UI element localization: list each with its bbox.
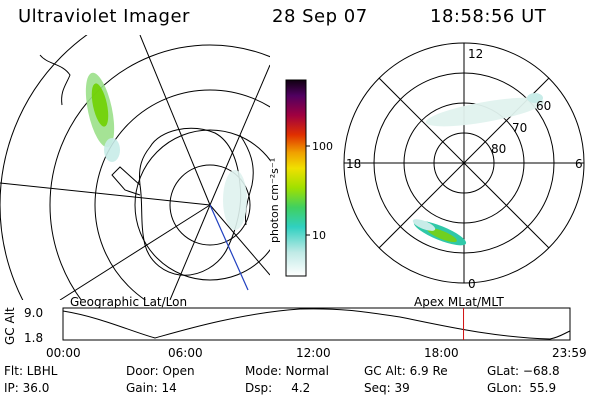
- mode-label: Mode: Normal: [245, 364, 329, 378]
- satellite-track: [209, 204, 249, 291]
- apex-caption: Apex MLat/MLT: [414, 295, 504, 309]
- time-label: 18:58:56 UT: [430, 6, 547, 27]
- orbit-ytick-low: 1.8: [24, 331, 43, 345]
- colorbar-tick-100: 100: [312, 140, 333, 153]
- orbit-xtick-2359: 23:59: [552, 346, 587, 360]
- mlt-label-6: 6: [575, 157, 583, 171]
- imager-title: Ultraviolet Imager: [18, 6, 190, 27]
- mlt-label-0: 0: [468, 277, 476, 290]
- colorbar-tick-10: 10: [312, 229, 326, 242]
- glon-label: GLon: 55.9: [487, 381, 557, 395]
- orbit-xtick-1200: 12:00: [296, 346, 331, 360]
- lat-label-60: 60: [536, 99, 551, 113]
- mlt-label-12: 12: [468, 47, 483, 61]
- filter-label: Flt: LBHL: [4, 364, 58, 378]
- gain-label: Gain: 14: [126, 381, 177, 395]
- orbit-altitude-plot: GC Alt 9.0 1.8 00:00 06:00 12:00 18:00 2…: [3, 306, 587, 360]
- orbit-ylabel: GC Alt: [3, 307, 17, 345]
- ip-label: IP: 36.0: [4, 381, 50, 395]
- magnetic-polar-map: 12 18 6 0 60 70 80: [343, 42, 585, 290]
- geographic-map: [0, 35, 270, 300]
- mlt-label-18: 18: [346, 157, 361, 171]
- dsp-label: Dsp: 4.2: [245, 381, 311, 395]
- lat-label-80: 80: [491, 142, 506, 156]
- geographic-caption: Geographic Lat/Lon: [70, 295, 188, 309]
- glat-label: GLat: −68.8: [487, 364, 560, 378]
- seq-label: Seq: 39: [364, 381, 410, 395]
- lat-label-70: 70: [512, 121, 527, 135]
- orbit-xtick-0600: 06:00: [168, 346, 203, 360]
- date-label: 28 Sep 07: [272, 6, 368, 27]
- orbit-xtick-1800: 18:00: [424, 346, 459, 360]
- orbit-xtick-0000: 00:00: [46, 346, 81, 360]
- altitude-curve: [62, 308, 571, 340]
- colorbar: 100 10 photon cm⁻²s⁻¹: [268, 79, 333, 277]
- door-label: Door: Open: [126, 364, 195, 378]
- colorbar-unit-label: photon cm⁻²s⁻¹: [268, 158, 281, 243]
- gc-alt-label: GC Alt: 6.9 Re: [364, 364, 448, 378]
- orbit-ytick-high: 9.0: [24, 306, 43, 320]
